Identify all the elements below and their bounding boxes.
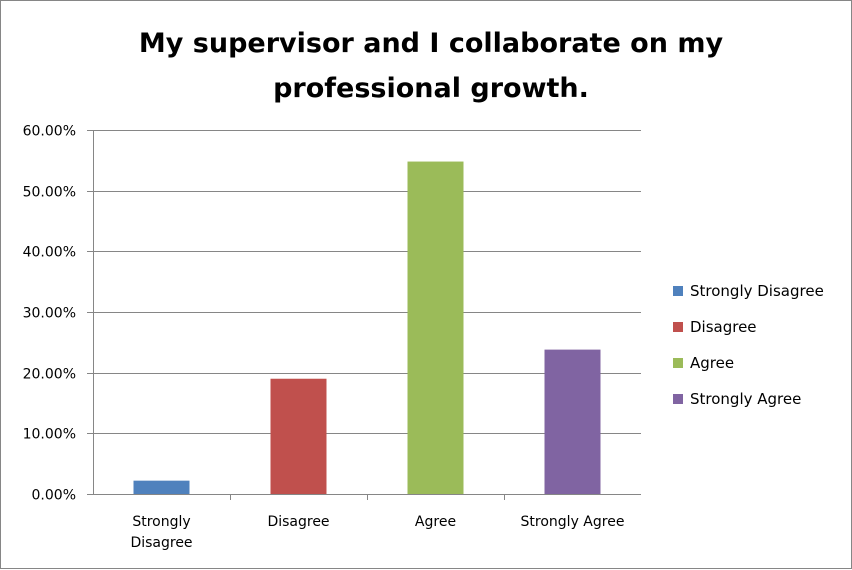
y-tick-label-3: 30.00% — [23, 306, 76, 322]
x-tick-label-agree: Agree — [415, 514, 456, 530]
bar-agree — [407, 161, 464, 494]
bar-strongly-agree — [544, 349, 601, 494]
legend-label-agree: Agree — [690, 354, 735, 372]
legend-item-agree: Agree — [673, 345, 824, 381]
legend-swatch-disagree — [673, 322, 683, 332]
legend-label-disagree: Disagree — [690, 318, 757, 336]
y-tick-label-4: 40.00% — [23, 245, 76, 261]
y-tick-label-6: 60.00% — [23, 124, 76, 140]
chart-legend: Strongly Disagree Disagree Agree Strongl… — [673, 273, 824, 417]
legend-label-strongly-agree: Strongly Agree — [690, 390, 802, 408]
legend-swatch-strongly-agree — [673, 394, 683, 404]
x-tick-label-disagree: Disagree — [267, 514, 329, 530]
y-tick-label-5: 50.00% — [23, 185, 76, 201]
y-tick-label-1: 10.00% — [23, 427, 76, 443]
legend-swatch-strongly-disagree — [673, 286, 683, 296]
legend-item-strongly-agree: Strongly Agree — [673, 381, 824, 417]
x-tick-label-strongly-agree: Strongly Agree — [521, 514, 625, 530]
chart-title: My supervisor and I collaborate on my pr… — [138, 28, 724, 104]
legend-swatch-agree — [673, 358, 683, 368]
x-tick-label-strongly-disagree-line-2: Disagree — [130, 535, 192, 551]
bar-strongly-disagree — [133, 480, 190, 494]
y-tick-label-0: 0.00% — [32, 488, 76, 504]
x-tick-label-strongly-disagree-line-1: Strongly — [132, 514, 190, 530]
legend-item-disagree: Disagree — [673, 309, 824, 345]
y-tick-label-2: 20.00% — [23, 367, 76, 383]
legend-item-strongly-disagree: Strongly Disagree — [673, 273, 824, 309]
legend-label-strongly-disagree: Strongly Disagree — [690, 282, 824, 300]
bar-disagree — [270, 378, 327, 494]
